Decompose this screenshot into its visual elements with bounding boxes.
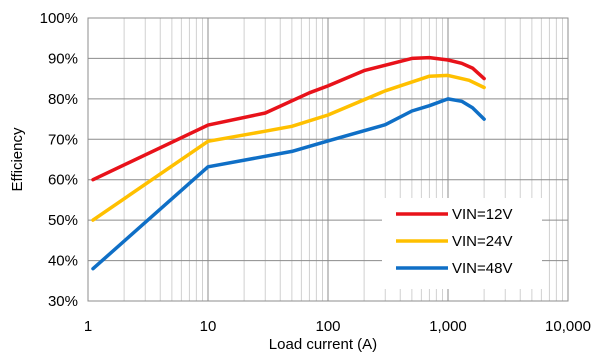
legend: VIN=12V VIN=24V VIN=48V — [382, 198, 542, 289]
x-tick-label: 100 — [315, 318, 340, 335]
series-line — [91, 97, 486, 271]
y-tick-label: 90% — [48, 50, 78, 67]
y-tick-label: 40% — [48, 253, 78, 270]
series-lines — [91, 55, 486, 271]
y-tick-label: 50% — [48, 212, 78, 229]
legend-label: VIN=48V — [452, 260, 512, 277]
y-tick-label: 60% — [48, 172, 78, 189]
x-tick-label: 1 — [84, 318, 92, 335]
x-tick-label: 1,000 — [429, 318, 467, 335]
legend-label: VIN=24V — [452, 233, 512, 250]
y-tick-label: 70% — [48, 131, 78, 148]
y-tick-label: 80% — [48, 91, 78, 108]
y-tick-labels: 30% 40% 50% 60% 70% 80% 90% 100% — [40, 10, 78, 310]
series-line — [91, 73, 486, 222]
plot-area-frame — [87, 17, 569, 302]
x-tick-label: 10,000 — [545, 318, 591, 335]
x-axis-title: Load current (A) — [269, 336, 377, 353]
y-tick-label: 30% — [48, 293, 78, 310]
legend-label: VIN=12V — [452, 206, 512, 223]
x-tick-label: 10 — [200, 318, 217, 335]
y-tick-label: 100% — [40, 10, 78, 27]
y-axis-title: Efficiency — [9, 127, 26, 191]
x-tick-labels: 1 10 100 1,000 10,000 — [84, 318, 591, 335]
series-line — [91, 55, 486, 182]
